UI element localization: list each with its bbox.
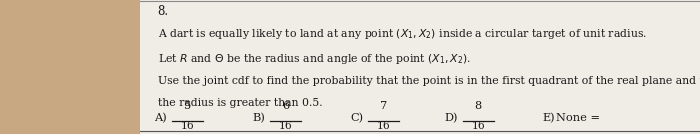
Text: C): C) [350, 113, 363, 123]
Text: Let $R$ and $\Theta$ be the radius and angle of the point $(X_1, X_2)$.: Let $R$ and $\Theta$ be the radius and a… [158, 52, 470, 66]
Text: 16: 16 [181, 121, 195, 131]
Text: E): E) [542, 113, 555, 123]
Text: Use the joint cdf to find the probability that the point is in the first quadran: Use the joint cdf to find the probabilit… [158, 76, 700, 86]
Text: D): D) [444, 113, 458, 123]
Text: B): B) [252, 113, 265, 123]
Text: A): A) [154, 113, 167, 123]
Text: 16: 16 [471, 121, 485, 131]
Text: 7: 7 [380, 101, 387, 111]
Text: 5: 5 [184, 101, 191, 111]
Text: 6: 6 [282, 101, 289, 111]
Text: 16: 16 [279, 121, 293, 131]
Text: None =: None = [556, 113, 601, 123]
Text: 8.: 8. [158, 5, 169, 18]
Text: the radius is greater than 0.5.: the radius is greater than 0.5. [158, 98, 322, 108]
Text: A dart is equally likely to land at any point $(X_1, X_2)$ inside a circular tar: A dart is equally likely to land at any … [158, 27, 647, 41]
Text: 8: 8 [475, 101, 482, 111]
Text: 16: 16 [377, 121, 391, 131]
